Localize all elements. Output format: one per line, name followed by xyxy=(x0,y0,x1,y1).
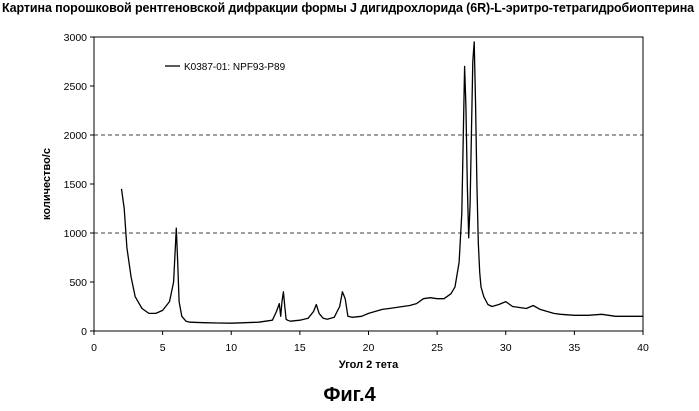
series-line-0 xyxy=(122,42,644,323)
x-tick-label: 0 xyxy=(91,342,97,354)
y-tick-label: 3000 xyxy=(64,32,88,44)
legend-label: K0387-01: NPF93-P89 xyxy=(184,62,286,73)
x-tick-label: 40 xyxy=(637,342,649,354)
x-tick-label: 25 xyxy=(431,342,443,354)
x-tick-label: 30 xyxy=(500,342,512,354)
legend: K0387-01: NPF93-P89 xyxy=(165,62,286,73)
y-tick-label: 500 xyxy=(69,277,87,289)
y-axis-label: количество/с xyxy=(41,148,53,220)
y-tick-label: 1000 xyxy=(64,228,88,240)
x-tick-label: 5 xyxy=(160,342,166,354)
x-axis-label: Угол 2 тета xyxy=(339,359,399,371)
grid-layer xyxy=(94,135,643,233)
y-tick-label: 0 xyxy=(81,326,87,338)
x-tick-label: 20 xyxy=(363,342,375,354)
series-layer xyxy=(122,42,644,323)
x-tick-label: 15 xyxy=(294,342,306,354)
plot-frame xyxy=(94,37,643,331)
xrd-chart: 0 5 10 15 20 25 30 35 40 0 500 1000 1500 2000 2500 3000… xyxy=(0,0,699,380)
y-tick-label: 2000 xyxy=(64,130,88,142)
x-tick-label: 10 xyxy=(225,342,237,354)
tick-layer: 0 5 10 15 20 25 30 35 40 0 500 1000 1500 2000 2500 3000 xyxy=(64,32,649,354)
x-tick-label: 35 xyxy=(569,342,581,354)
y-tick-label: 1500 xyxy=(64,179,88,191)
figure-caption: Фиг.4 xyxy=(0,384,699,407)
y-tick-label: 2500 xyxy=(64,81,88,93)
